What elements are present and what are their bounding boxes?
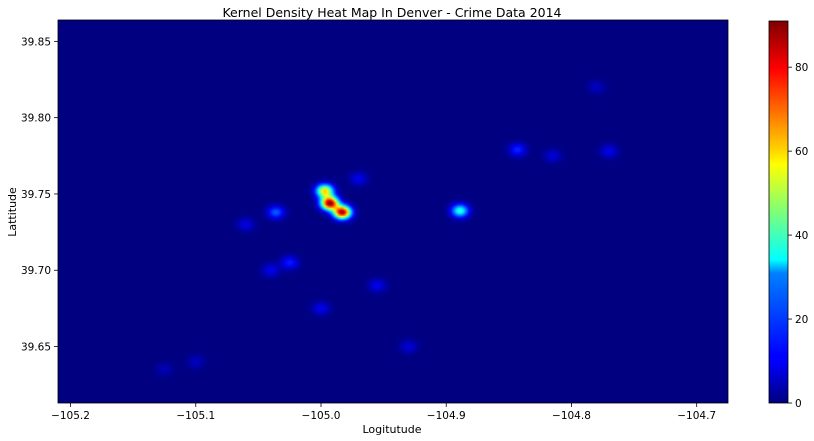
plot-area [57, 19, 729, 404]
x-tick-label: −105.1 [176, 410, 215, 422]
x-tick-label: −105.2 [51, 410, 90, 422]
x-axis-label: Logitutude [362, 423, 421, 436]
density-heatmap-image [58, 20, 728, 403]
colorbar-gradient [768, 20, 789, 404]
y-tick-label: 39.75 [21, 189, 51, 201]
chart-title: Kernel Density Heat Map In Denver - Crim… [222, 5, 561, 20]
colorbar-tick-label: 80 [795, 62, 808, 74]
x-tick-label: −104.8 [552, 410, 591, 422]
colorbar-tick-label: 0 [795, 398, 802, 410]
colorbar-tick-label: 40 [795, 230, 808, 242]
x-tick-label: −104.7 [677, 410, 716, 422]
x-axis: −105.2 −105.1 −105.0 −104.9 −104.8 −104.7 [51, 403, 716, 422]
y-axis: 39.65 39.70 39.75 39.80 39.85 [21, 36, 58, 354]
x-tick-label: −104.9 [427, 410, 466, 422]
colorbar-ticks: 0 20 40 60 80 [788, 62, 808, 410]
y-tick-label: 39.85 [21, 36, 51, 48]
x-tick-label: −105.0 [302, 410, 341, 422]
y-tick-label: 39.65 [21, 342, 51, 354]
y-tick-label: 39.70 [21, 265, 51, 277]
plot-frame [57, 19, 729, 404]
y-axis-label: Lattitude [6, 187, 19, 237]
colorbar: 0 20 40 60 80 [768, 20, 808, 410]
colorbar-tick-label: 60 [795, 146, 808, 158]
colorbar-tick-label: 20 [795, 314, 808, 326]
y-tick-label: 39.80 [21, 113, 51, 125]
